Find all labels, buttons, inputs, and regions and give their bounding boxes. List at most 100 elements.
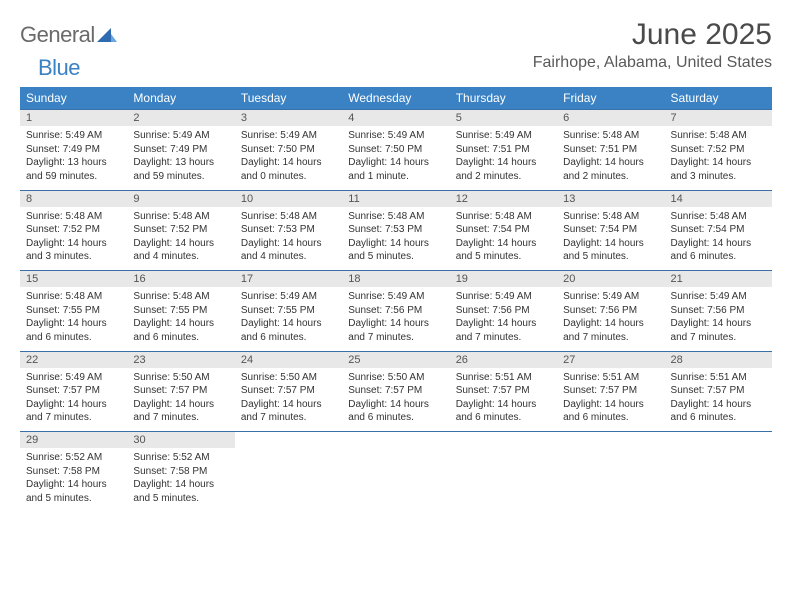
daylight-text: Daylight: 14 hours and 5 minutes. <box>456 237 551 264</box>
sunset-text: Sunset: 7:51 PM <box>456 143 551 157</box>
day-number-cell: 19 <box>450 271 557 288</box>
sunrise-text: Sunrise: 5:51 AM <box>671 371 766 385</box>
day-content-cell: Sunrise: 5:49 AMSunset: 7:56 PMDaylight:… <box>557 287 664 351</box>
title-block: June 2025 Fairhope, Alabama, United Stat… <box>533 18 772 72</box>
day-content-cell: Sunrise: 5:48 AMSunset: 7:54 PMDaylight:… <box>557 207 664 271</box>
day-number-cell: 5 <box>450 110 557 127</box>
day-content-cell: Sunrise: 5:49 AMSunset: 7:49 PMDaylight:… <box>20 126 127 190</box>
sunrise-text: Sunrise: 5:49 AM <box>241 129 336 143</box>
day-content-cell: Sunrise: 5:49 AMSunset: 7:50 PMDaylight:… <box>342 126 449 190</box>
daylight-text: Daylight: 14 hours and 7 minutes. <box>456 317 551 344</box>
day-content-cell: Sunrise: 5:48 AMSunset: 7:53 PMDaylight:… <box>342 207 449 271</box>
sunrise-text: Sunrise: 5:50 AM <box>133 371 228 385</box>
day-number-cell: 27 <box>557 351 664 368</box>
day-number-cell: 28 <box>665 351 772 368</box>
sunrise-text: Sunrise: 5:49 AM <box>456 129 551 143</box>
day-header: Thursday <box>450 87 557 110</box>
daylight-text: Daylight: 14 hours and 7 minutes. <box>241 398 336 425</box>
day-number-cell: 20 <box>557 271 664 288</box>
day-content-cell <box>557 448 664 512</box>
day-content-row: Sunrise: 5:48 AMSunset: 7:55 PMDaylight:… <box>20 287 772 351</box>
sunset-text: Sunset: 7:57 PM <box>241 384 336 398</box>
day-number-row: 2930 <box>20 432 772 449</box>
sunrise-text: Sunrise: 5:48 AM <box>671 129 766 143</box>
day-number-row: 891011121314 <box>20 190 772 207</box>
daylight-text: Daylight: 14 hours and 6 minutes. <box>133 317 228 344</box>
day-content-cell: Sunrise: 5:50 AMSunset: 7:57 PMDaylight:… <box>127 368 234 432</box>
sunrise-text: Sunrise: 5:49 AM <box>563 290 658 304</box>
day-content-cell: Sunrise: 5:48 AMSunset: 7:54 PMDaylight:… <box>450 207 557 271</box>
sunrise-text: Sunrise: 5:48 AM <box>241 210 336 224</box>
logo-text-general: General <box>20 22 95 47</box>
day-number-cell: 11 <box>342 190 449 207</box>
day-content-cell: Sunrise: 5:51 AMSunset: 7:57 PMDaylight:… <box>665 368 772 432</box>
sunrise-text: Sunrise: 5:48 AM <box>671 210 766 224</box>
sunset-text: Sunset: 7:57 PM <box>133 384 228 398</box>
daylight-text: Daylight: 14 hours and 5 minutes. <box>133 478 228 505</box>
day-content-cell: Sunrise: 5:50 AMSunset: 7:57 PMDaylight:… <box>235 368 342 432</box>
day-header: Friday <box>557 87 664 110</box>
day-content-cell <box>235 448 342 512</box>
day-number-cell: 2 <box>127 110 234 127</box>
daylight-text: Daylight: 14 hours and 7 minutes. <box>671 317 766 344</box>
sunset-text: Sunset: 7:50 PM <box>348 143 443 157</box>
sunrise-text: Sunrise: 5:48 AM <box>456 210 551 224</box>
sunset-text: Sunset: 7:54 PM <box>671 223 766 237</box>
day-content-cell: Sunrise: 5:49 AMSunset: 7:50 PMDaylight:… <box>235 126 342 190</box>
day-number-cell: 6 <box>557 110 664 127</box>
sunrise-text: Sunrise: 5:49 AM <box>348 129 443 143</box>
day-content-cell: Sunrise: 5:50 AMSunset: 7:57 PMDaylight:… <box>342 368 449 432</box>
daylight-text: Daylight: 14 hours and 5 minutes. <box>348 237 443 264</box>
sunrise-text: Sunrise: 5:48 AM <box>348 210 443 224</box>
brand-logo: General Blue <box>20 22 117 81</box>
daylight-text: Daylight: 14 hours and 7 minutes. <box>26 398 121 425</box>
day-content-cell: Sunrise: 5:48 AMSunset: 7:52 PMDaylight:… <box>127 207 234 271</box>
day-content-cell: Sunrise: 5:51 AMSunset: 7:57 PMDaylight:… <box>557 368 664 432</box>
sunset-text: Sunset: 7:52 PM <box>671 143 766 157</box>
sunrise-text: Sunrise: 5:51 AM <box>456 371 551 385</box>
daylight-text: Daylight: 13 hours and 59 minutes. <box>133 156 228 183</box>
sunrise-text: Sunrise: 5:52 AM <box>133 451 228 465</box>
day-content-cell: Sunrise: 5:49 AMSunset: 7:51 PMDaylight:… <box>450 126 557 190</box>
sunrise-text: Sunrise: 5:49 AM <box>26 371 121 385</box>
sunset-text: Sunset: 7:57 PM <box>563 384 658 398</box>
day-header: Saturday <box>665 87 772 110</box>
sunset-text: Sunset: 7:52 PM <box>26 223 121 237</box>
sunset-text: Sunset: 7:56 PM <box>456 304 551 318</box>
daylight-text: Daylight: 14 hours and 4 minutes. <box>241 237 336 264</box>
sunset-text: Sunset: 7:55 PM <box>26 304 121 318</box>
day-content-cell: Sunrise: 5:49 AMSunset: 7:55 PMDaylight:… <box>235 287 342 351</box>
month-title: June 2025 <box>533 18 772 52</box>
sunrise-text: Sunrise: 5:48 AM <box>133 290 228 304</box>
day-content-cell: Sunrise: 5:48 AMSunset: 7:54 PMDaylight:… <box>665 207 772 271</box>
day-number-cell: 26 <box>450 351 557 368</box>
day-header: Monday <box>127 87 234 110</box>
sunset-text: Sunset: 7:54 PM <box>563 223 658 237</box>
day-content-row: Sunrise: 5:49 AMSunset: 7:49 PMDaylight:… <box>20 126 772 190</box>
daylight-text: Daylight: 14 hours and 3 minutes. <box>26 237 121 264</box>
sunrise-text: Sunrise: 5:49 AM <box>26 129 121 143</box>
day-content-row: Sunrise: 5:48 AMSunset: 7:52 PMDaylight:… <box>20 207 772 271</box>
day-number-cell <box>665 432 772 449</box>
day-number-cell: 7 <box>665 110 772 127</box>
daylight-text: Daylight: 14 hours and 2 minutes. <box>456 156 551 183</box>
day-number-cell: 12 <box>450 190 557 207</box>
logo-text-blue: Blue <box>38 55 80 80</box>
sail-icon <box>97 26 117 47</box>
sunrise-text: Sunrise: 5:49 AM <box>348 290 443 304</box>
daylight-text: Daylight: 14 hours and 2 minutes. <box>563 156 658 183</box>
day-number-cell: 9 <box>127 190 234 207</box>
daylight-text: Daylight: 14 hours and 6 minutes. <box>26 317 121 344</box>
sunset-text: Sunset: 7:57 PM <box>456 384 551 398</box>
day-number-cell: 3 <box>235 110 342 127</box>
daylight-text: Daylight: 14 hours and 6 minutes. <box>671 237 766 264</box>
sunrise-text: Sunrise: 5:48 AM <box>26 210 121 224</box>
sunrise-text: Sunrise: 5:50 AM <box>241 371 336 385</box>
day-content-cell <box>450 448 557 512</box>
calendar-page: General Blue June 2025 Fairhope, Alabama… <box>0 0 792 512</box>
day-number-cell: 23 <box>127 351 234 368</box>
daylight-text: Daylight: 14 hours and 7 minutes. <box>563 317 658 344</box>
page-header: General Blue June 2025 Fairhope, Alabama… <box>20 18 772 81</box>
sunrise-text: Sunrise: 5:48 AM <box>563 129 658 143</box>
daylight-text: Daylight: 14 hours and 5 minutes. <box>26 478 121 505</box>
